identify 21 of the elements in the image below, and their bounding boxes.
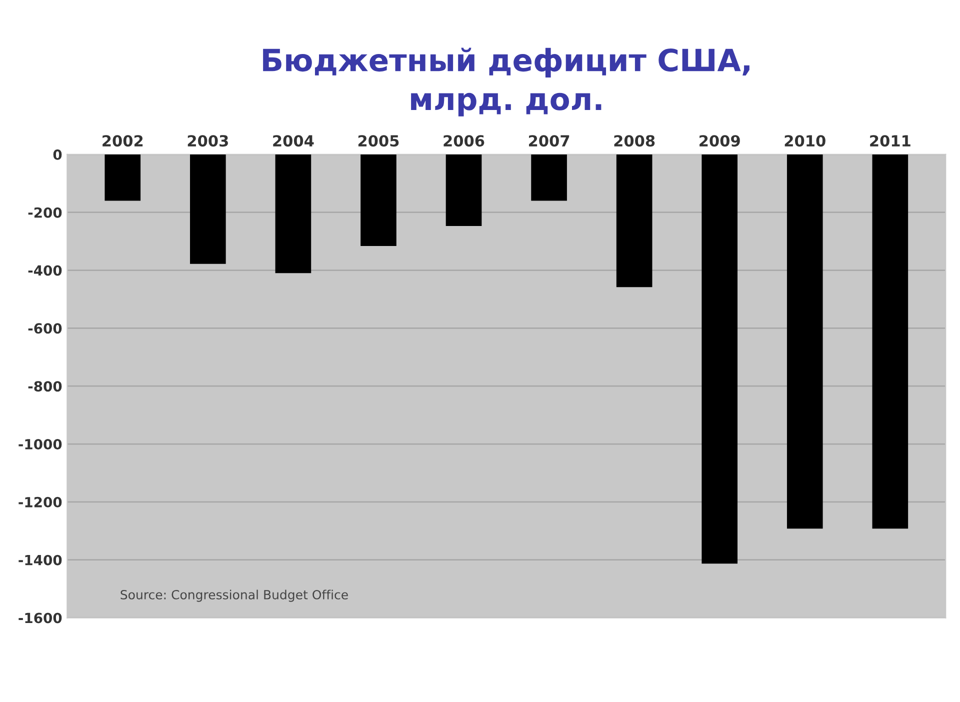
y-tick-label: -200 xyxy=(28,207,62,218)
y-tick-label: -600 xyxy=(28,323,62,334)
annotation: Source: Congressional Budget Office xyxy=(120,590,348,602)
y-tick-label: 0 xyxy=(53,149,62,160)
y-tick-label: -1000 xyxy=(18,438,62,450)
x-tick-label: 2007 xyxy=(528,135,570,147)
y-tick-label: -1400 xyxy=(18,554,62,566)
x-tick-label: 2003 xyxy=(188,135,228,147)
x-tick-label: 2002 xyxy=(102,135,143,147)
y-tick-label: -1200 xyxy=(18,496,62,508)
x-tick-label: 2004 xyxy=(273,135,314,147)
x-tick-label: 2011 xyxy=(870,135,910,147)
y-tick-label: -400 xyxy=(28,265,62,276)
x-tick-label: 2009 xyxy=(700,135,740,147)
x-tick-label: 2005 xyxy=(358,135,399,147)
x-tick-label: 2010 xyxy=(784,135,826,147)
x-tick-label: 2006 xyxy=(444,135,484,147)
chart-title: Бюджетный дефицит США, млрд. дол. xyxy=(263,48,750,116)
x-tick-label: 2008 xyxy=(614,135,655,147)
y-tick-label: -800 xyxy=(28,381,62,392)
y-tick-label: -1600 xyxy=(18,612,62,624)
